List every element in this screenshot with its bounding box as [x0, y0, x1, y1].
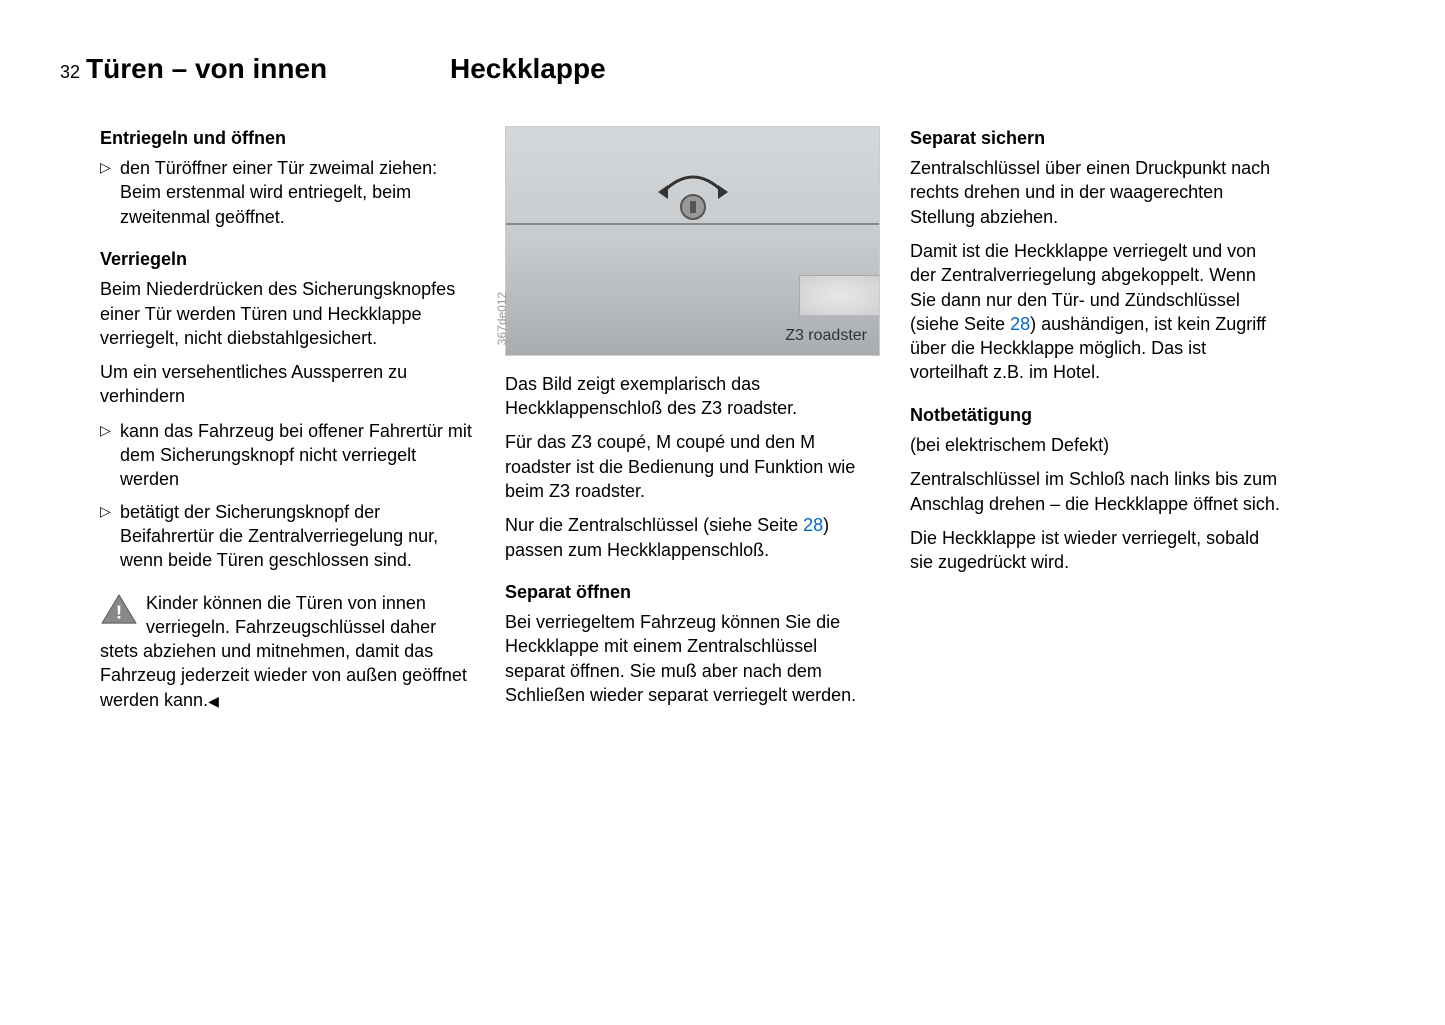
- heading-secure-separate: Separat sichern: [910, 126, 1285, 150]
- page-reference-link[interactable]: 28: [803, 515, 823, 535]
- lock-rotation-icon: [643, 157, 743, 227]
- page-content: 32 Türen – von innen Heckklappe Entriege…: [60, 50, 1385, 717]
- bullet-text: betätigt der Sicherungsknopf der Beifahr…: [120, 500, 475, 573]
- figure-heckklappe: 367de012 Z3 roadster: [505, 126, 880, 356]
- paragraph: Damit ist die Heckklappe verriegelt und …: [910, 239, 1285, 385]
- page-number: 32: [60, 60, 80, 84]
- heading-emergency: Notbetätigung: [910, 403, 1285, 427]
- content-wrapper: 32 Türen – von innen Heckklappe Entriege…: [60, 50, 1385, 717]
- column-3: Separat sichern Zentralschlüssel über ei…: [910, 126, 1285, 718]
- text-fragment: Nur die Zentralschlüssel (siehe Seite: [505, 515, 803, 535]
- page-reference-link[interactable]: 28: [1010, 314, 1030, 334]
- title-column-2: Heckklappe: [450, 50, 840, 96]
- svg-text:!: !: [116, 601, 122, 622]
- bullet-marker-icon: ▷: [100, 419, 120, 492]
- title-right: Heckklappe: [450, 50, 840, 88]
- end-marker-icon: ◀: [208, 692, 219, 711]
- warning-triangle-icon: !: [100, 593, 138, 625]
- bullet-text: den Türöffner einer Tür zweimal ziehen: …: [120, 156, 475, 229]
- bullet-item: ▷ kann das Fahrzeug bei offener Fahrertü…: [100, 419, 475, 492]
- paragraph: Nur die Zentralschlüssel (siehe Seite 28…: [505, 513, 880, 562]
- paragraph: Zentralschlüssel im Schloß nach links bi…: [910, 467, 1285, 516]
- figure-caption: Z3 roadster: [785, 325, 867, 347]
- bullet-marker-icon: ▷: [100, 500, 120, 573]
- column-2: 367de012 Z3 roadster Das Bild zeigt exem…: [505, 126, 880, 718]
- figure-taillight: [799, 275, 879, 315]
- paragraph: Bei verriegeltem Fahrzeug können Sie die…: [505, 610, 880, 707]
- column-1: Entriegeln und öffnen ▷ den Türöffner ei…: [100, 126, 475, 718]
- paragraph: Beim Niederdrücken des Sicherungsknopfes…: [100, 277, 475, 350]
- heading-lock: Verriegeln: [100, 247, 475, 271]
- title-row: 32 Türen – von innen Heckklappe: [60, 50, 1385, 96]
- heading-unlock-open: Entriegeln und öffnen: [100, 126, 475, 150]
- bullet-item: ▷ den Türöffner einer Tür zweimal ziehen…: [100, 156, 475, 229]
- warning-box: ! Kinder können die Türen von innen verr…: [100, 591, 475, 712]
- title-left: Türen – von innen: [86, 50, 327, 88]
- paragraph: Die Heckklappe ist wieder verriegelt, so…: [910, 526, 1285, 575]
- bullet-text: kann das Fahrzeug bei offener Fahrertür …: [120, 419, 475, 492]
- paragraph: Für das Z3 coupé, M coupé und den M road…: [505, 430, 880, 503]
- columns-container: Entriegeln und öffnen ▷ den Türöffner ei…: [60, 126, 1385, 718]
- heading-open-separate: Separat öffnen: [505, 580, 880, 604]
- paragraph: (bei elektrischem Defekt): [910, 433, 1285, 457]
- paragraph: Das Bild zeigt exemplarisch das Heckklap…: [505, 372, 880, 421]
- bullet-item: ▷ betätigt der Sicherungsknopf der Beifa…: [100, 500, 475, 573]
- paragraph: Um ein versehentliches Aussperren zu ver…: [100, 360, 475, 409]
- bullet-marker-icon: ▷: [100, 156, 120, 229]
- paragraph: Zentralschlüssel über einen Druckpunkt n…: [910, 156, 1285, 229]
- figure-side-label: 367de012: [494, 291, 510, 344]
- title-column-1: 32 Türen – von innen: [60, 50, 450, 96]
- warning-text: Kinder können die Türen von innen verrie…: [100, 593, 467, 710]
